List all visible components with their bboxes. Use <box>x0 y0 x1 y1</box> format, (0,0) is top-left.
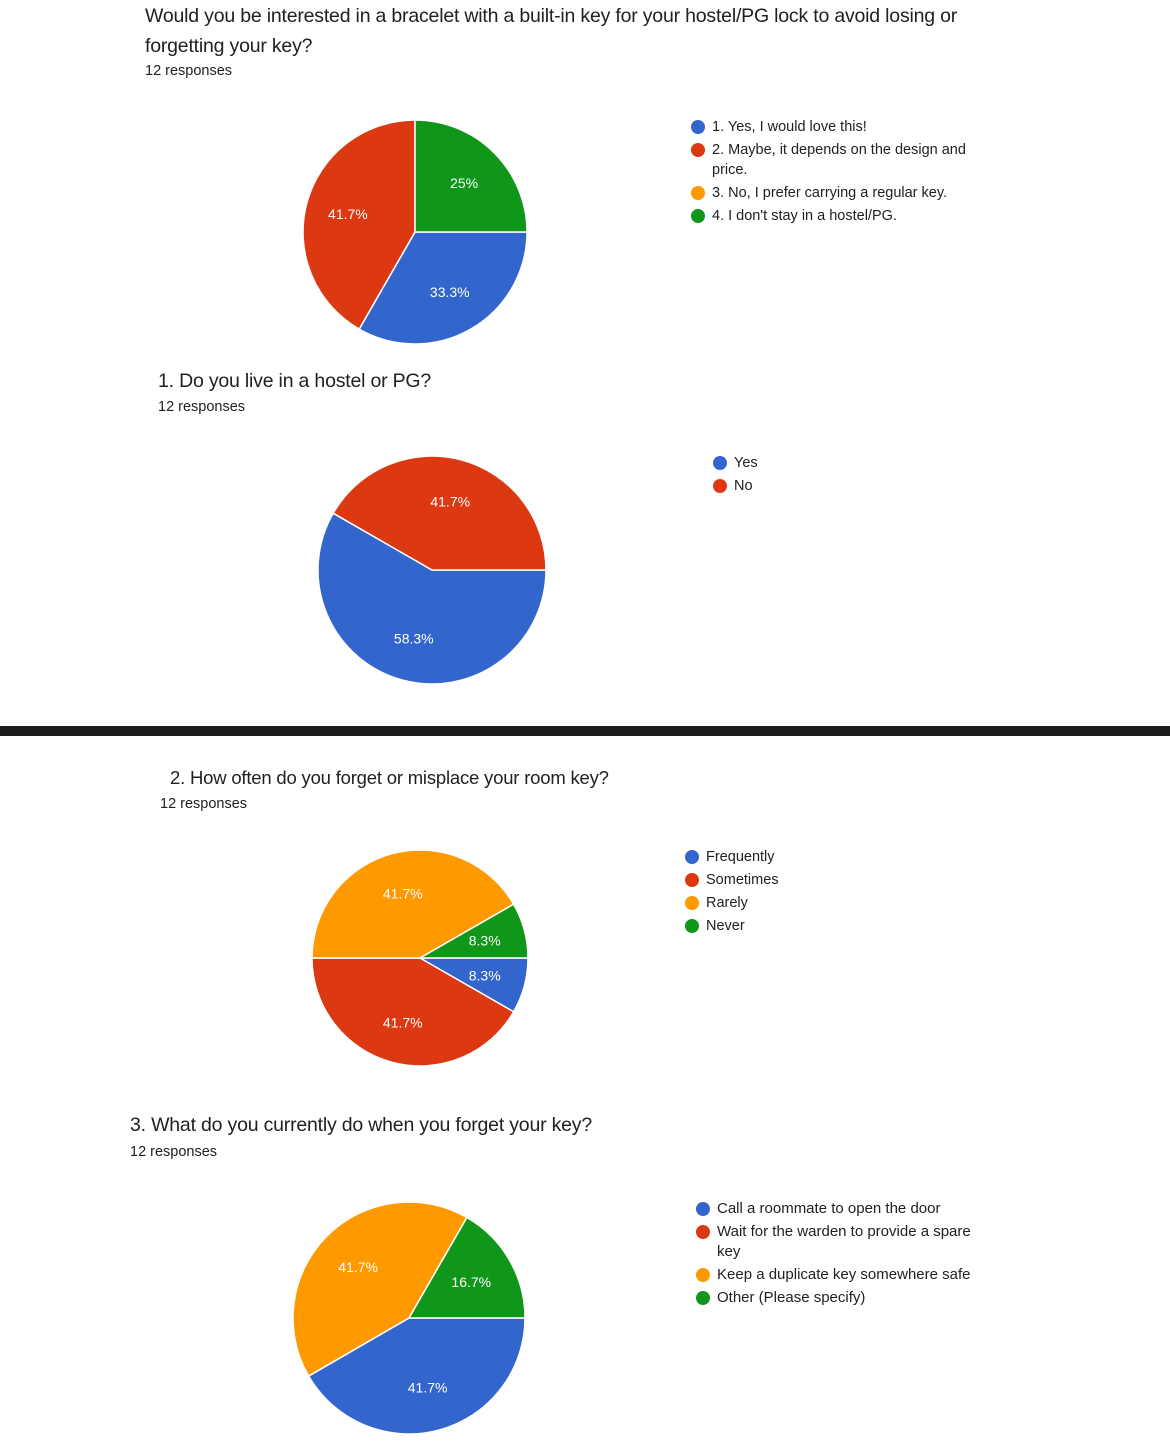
pie-slice[interactable] <box>311 957 515 1067</box>
slice-label: 41.7% <box>408 1379 448 1395</box>
legend-label: Sometimes <box>706 872 779 888</box>
legend-label: 1. Yes, I would love this! <box>712 119 867 135</box>
legend-dot-icon <box>685 873 699 887</box>
pie-slice[interactable] <box>332 455 547 571</box>
screenshot-divider <box>0 726 1170 736</box>
pie-slice[interactable] <box>311 849 515 959</box>
legend-forget-frequency: Frequently Sometimes Rarely Never <box>685 847 779 939</box>
response-count: 12 responses <box>145 63 233 79</box>
legend-dot-icon <box>691 209 705 223</box>
legend-item[interactable]: Other (Please specify) <box>696 1288 996 1308</box>
legend-label: Other (Please specify) <box>717 1289 866 1306</box>
legend-label: Rarely <box>706 895 748 911</box>
slice-label: 16.7% <box>451 1274 491 1290</box>
legend-item[interactable]: 4. I don't stay in a hostel/PG. <box>691 206 991 226</box>
legend-item[interactable]: 3. No, I prefer carrying a regular key. <box>691 183 991 203</box>
pie-slice[interactable] <box>407 1216 526 1319</box>
legend-item[interactable]: No <box>713 476 758 496</box>
response-count: 12 responses <box>130 1144 218 1160</box>
legend-dot-icon <box>713 456 727 470</box>
pie-slice[interactable] <box>417 903 529 959</box>
slice-label: 25% <box>450 175 478 191</box>
legend-dot-icon <box>713 479 727 493</box>
legend-item[interactable]: 2. Maybe, it depends on the design and p… <box>691 140 991 180</box>
question-title-forget-frequency: 2. How often do you forget or misplace y… <box>170 767 609 788</box>
legend-label: 2. Maybe, it depends on the design and p… <box>712 142 966 178</box>
legend-item[interactable]: Sometimes <box>685 870 779 890</box>
slice-label: 41.7% <box>430 494 470 510</box>
pie-chart-bracelet: 33.3% 41.7% 25% <box>302 119 528 345</box>
legend-label: 3. No, I prefer carrying a regular key. <box>712 185 948 201</box>
legend-hostel: Yes No <box>713 453 758 499</box>
legend-label: Yes <box>734 455 758 471</box>
legend-label: Keep a duplicate key somewhere safe <box>717 1266 971 1283</box>
legend-item[interactable]: Never <box>685 916 779 936</box>
pie-slice[interactable] <box>307 1317 526 1435</box>
legend-item[interactable]: 1. Yes, I would love this! <box>691 117 991 137</box>
pie-slice[interactable] <box>317 512 547 685</box>
legend-item[interactable]: Call a roommate to open the door <box>696 1199 996 1219</box>
pie-slice[interactable] <box>358 231 528 345</box>
legend-label: Call a roommate to open the door <box>717 1200 941 1217</box>
legend-dot-icon <box>696 1291 710 1305</box>
legend-label: Wait for the warden to provide a spare k… <box>717 1223 971 1260</box>
response-count: 12 responses <box>160 796 248 812</box>
legend-current-action: Call a roommate to open the door Wait fo… <box>696 1199 996 1311</box>
legend-item[interactable]: Rarely <box>685 893 779 913</box>
pie-slice[interactable] <box>292 1201 468 1378</box>
legend-item[interactable]: Keep a duplicate key somewhere safe <box>696 1265 996 1285</box>
pie-chart-forget-frequency: 8.3% 41.7% 41.7% 8.3% <box>311 849 529 1067</box>
slice-label: 8.3% <box>469 933 501 949</box>
legend-dot-icon <box>696 1225 710 1239</box>
legend-dot-icon <box>685 896 699 910</box>
slice-label: 41.7% <box>328 206 368 222</box>
legend-dot-icon <box>696 1202 710 1216</box>
legend-label: Never <box>706 918 745 934</box>
slice-label: 33.3% <box>430 284 470 300</box>
pie-slice[interactable] <box>302 119 416 331</box>
slice-label: 58.3% <box>394 630 434 646</box>
response-count: 12 responses <box>158 399 246 415</box>
legend-label: No <box>734 478 753 494</box>
question-title-hostel: 1. Do you live in a hostel or PG? <box>158 370 432 392</box>
legend-dot-icon <box>691 120 705 134</box>
slice-label: 41.7% <box>338 1259 378 1275</box>
legend-item[interactable]: Wait for the warden to provide a spare k… <box>696 1222 996 1262</box>
legend-item[interactable]: Frequently <box>685 847 779 867</box>
pie-slice[interactable] <box>414 119 528 233</box>
slice-label: 41.7% <box>383 885 423 901</box>
legend-label: Frequently <box>706 849 775 865</box>
question-title-bracelet: Would you be interested in a bracelet wi… <box>145 5 958 57</box>
legend-dot-icon <box>685 850 699 864</box>
legend-dot-icon <box>691 143 705 157</box>
slice-label: 8.3% <box>469 967 501 983</box>
legend-bracelet: 1. Yes, I would love this! 2. Maybe, it … <box>691 117 991 229</box>
legend-dot-icon <box>696 1268 710 1282</box>
legend-dot-icon <box>685 919 699 933</box>
legend-label: 4. I don't stay in a hostel/PG. <box>712 208 897 224</box>
legend-dot-icon <box>691 186 705 200</box>
legend-item[interactable]: Yes <box>713 453 758 473</box>
pie-chart-hostel: 58.3% 41.7% <box>317 455 547 685</box>
slice-label: 41.7% <box>383 1015 423 1031</box>
question-title-current-action: 3. What do you currently do when you for… <box>130 1114 592 1136</box>
